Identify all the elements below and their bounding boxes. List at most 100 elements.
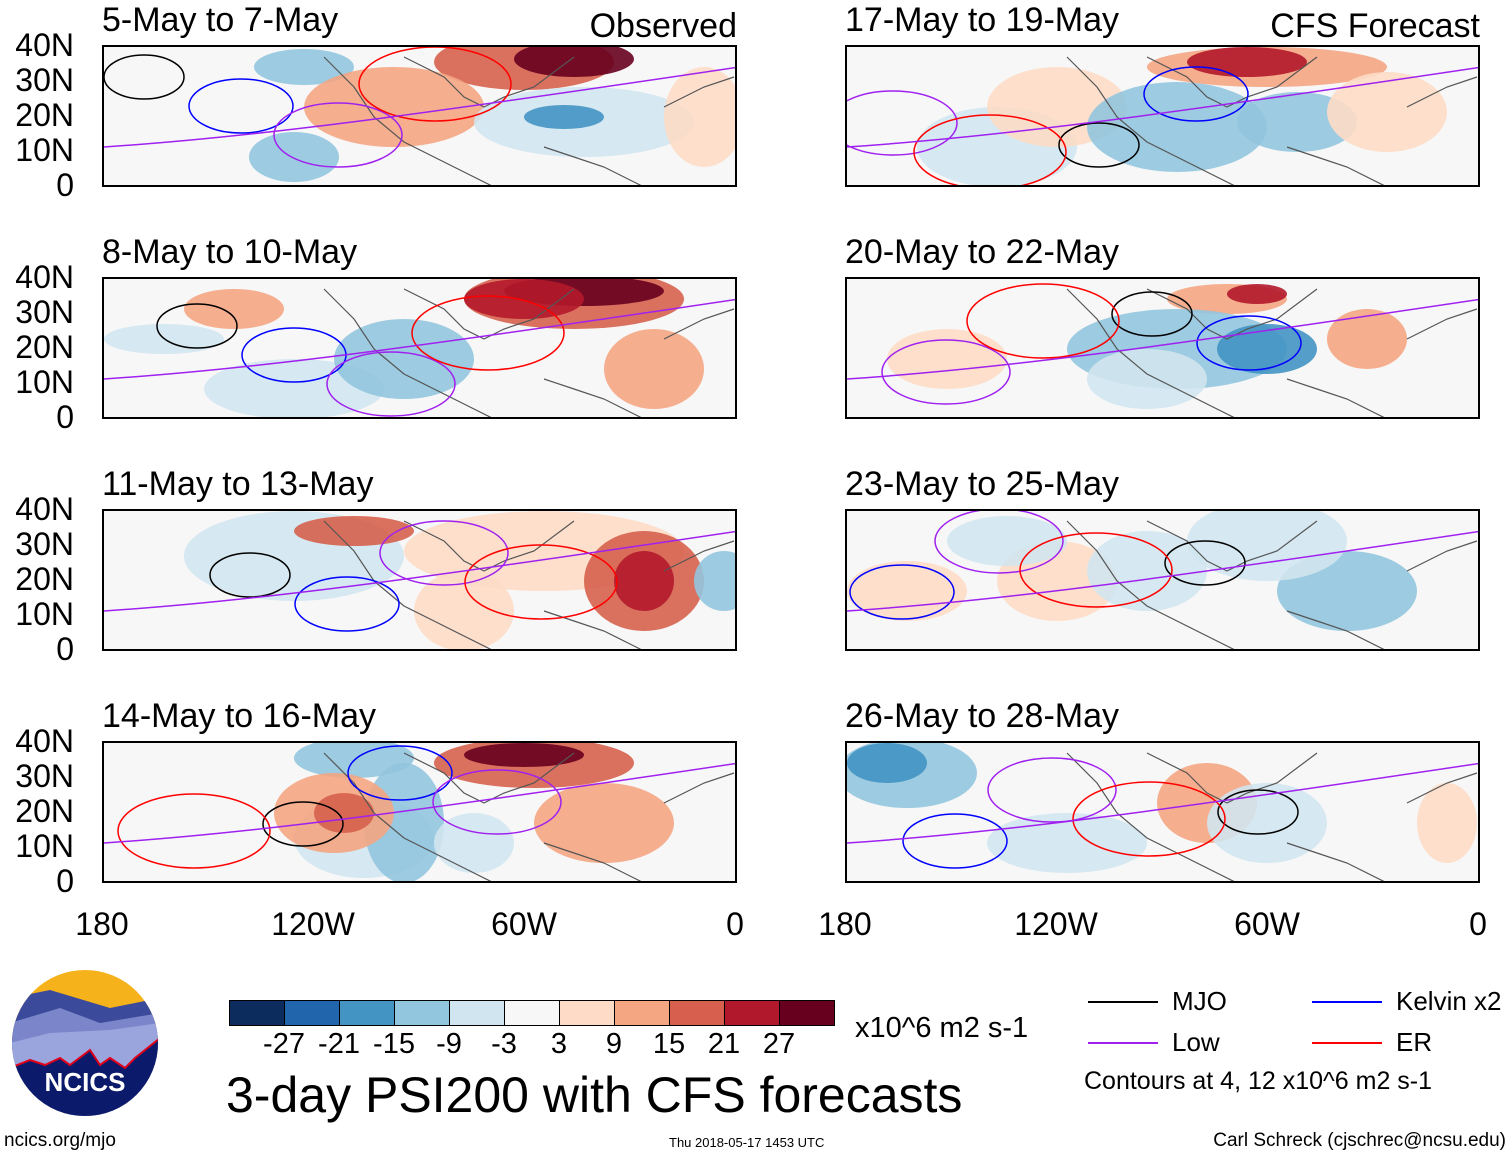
anomaly-shading — [464, 743, 584, 767]
anomaly-shading — [604, 329, 704, 409]
low-contour — [881, 339, 1011, 405]
colorbar-tick-label: 15 — [652, 1028, 686, 1060]
anomaly-shading — [887, 329, 1007, 389]
lat-tick-label: 30N — [15, 758, 74, 794]
lat-tick-label: 30N — [15, 526, 74, 562]
map-canvas — [847, 743, 1478, 881]
panel-title: 23-May to 25-May — [845, 465, 1119, 503]
anomaly-shading — [1327, 309, 1407, 369]
legend-line — [1088, 1042, 1158, 1044]
lat-tick-label: 0 — [56, 863, 74, 899]
panel-title: 14-May to 16-May — [102, 697, 376, 735]
anomaly-shading — [334, 319, 474, 399]
map-canvas — [847, 47, 1478, 185]
map-panel — [845, 509, 1480, 651]
anomaly-shading — [1207, 783, 1327, 863]
er-contour — [1072, 781, 1226, 857]
colorbar-swatch — [395, 1001, 450, 1025]
lat-tick-label: 40N — [15, 27, 74, 63]
anomaly-shading — [614, 551, 674, 611]
low-contour — [104, 298, 735, 380]
low-contour — [273, 102, 403, 168]
er-contour — [1019, 532, 1173, 608]
colorbar-tick-label: -9 — [436, 1028, 462, 1060]
colorbar-swatch — [670, 1001, 725, 1025]
panel-title: 11-May to 13-May — [102, 465, 374, 503]
lat-tick-label: 20N — [15, 793, 74, 829]
lat-tick-label: 10N — [15, 364, 74, 400]
low-contour — [326, 351, 456, 417]
colorbar-tick-label: 3 — [550, 1028, 568, 1060]
anomaly-shading — [249, 132, 339, 182]
lat-tick-label: 30N — [15, 62, 74, 98]
anomaly-shading — [514, 47, 634, 77]
colorbar-swatch — [615, 1001, 670, 1025]
legend-label: Kelvin x2 — [1396, 986, 1502, 1016]
mjo-contour — [262, 801, 344, 847]
lon-tick-label: 180 — [75, 906, 129, 942]
anomaly-shading — [1327, 72, 1447, 152]
figure-title: 3-day PSI200 with CFS forecasts — [226, 1067, 963, 1123]
colorbar-units: x10^6 m2 s-1 — [855, 1012, 1029, 1044]
footer-timestamp: Thu 2018-05-17 1453 UTC — [669, 1135, 825, 1150]
anomaly-shading — [664, 67, 735, 167]
colorbar-swatch — [340, 1001, 395, 1025]
lat-tick-label: 40N — [15, 259, 74, 295]
lat-tick-label: 20N — [15, 97, 74, 133]
lon-tick-label: 0 — [1469, 906, 1487, 942]
colorbar-tick-label: -27 — [263, 1028, 305, 1060]
panel-title: 5-May to 7-May — [102, 1, 339, 39]
map-panel — [845, 277, 1480, 419]
coastline — [1066, 288, 1478, 417]
lat-tick-label: 20N — [15, 329, 74, 365]
colorbar-tick-label: 21 — [707, 1028, 741, 1060]
mjo-contour — [209, 552, 291, 598]
er-contour — [411, 295, 565, 371]
lat-tick-label: 0 — [56, 399, 74, 435]
map-panel — [102, 45, 737, 187]
anomaly-shading — [314, 793, 374, 833]
lon-tick-label: 120W — [271, 906, 355, 942]
anomaly-shading — [534, 783, 674, 863]
anomaly-shading — [254, 49, 354, 85]
low-contour — [847, 298, 1478, 380]
footer-url: ncics.org/mjo — [4, 1130, 116, 1151]
lon-tick-label: 60W — [1234, 906, 1300, 942]
low-contour — [104, 66, 735, 148]
colorbar-swatch — [230, 1001, 285, 1025]
mjo-contour — [156, 303, 238, 349]
contour-note: Contours at 4, 12 x10^6 m2 s-1 — [1084, 1067, 1433, 1095]
anomaly-shading — [1087, 349, 1207, 409]
svg-text:NCICS: NCICS — [45, 1067, 126, 1097]
panel-title: 26-May to 28-May — [845, 697, 1119, 735]
anomaly-shading — [304, 67, 484, 147]
kelvin-contour — [902, 813, 1008, 869]
colorbar-swatch — [505, 1001, 560, 1025]
low-contour — [104, 762, 735, 844]
colorbar-swatch — [450, 1001, 505, 1025]
low-contour — [987, 757, 1117, 823]
panel-title: 20-May to 22-May — [845, 233, 1119, 271]
anomaly-shading — [987, 813, 1147, 873]
anomaly-shading — [1217, 324, 1317, 374]
lat-tick-label: 0 — [56, 631, 74, 667]
anomaly-shading — [847, 743, 927, 783]
anomaly-shading — [1187, 47, 1307, 77]
colorbar-swatch — [560, 1001, 615, 1025]
map-panel — [102, 509, 737, 651]
anomaly-shading — [524, 105, 604, 129]
map-canvas — [847, 283, 1478, 417]
lat-tick-label: 40N — [15, 491, 74, 527]
er-contour — [464, 544, 618, 620]
mjo-contour — [1164, 540, 1246, 586]
lat-tick-label: 10N — [15, 596, 74, 632]
colorbar-tick-label: 9 — [605, 1028, 623, 1060]
anomaly-shading — [1227, 284, 1287, 304]
mjo-contour — [1058, 122, 1140, 168]
lon-tick-label: 60W — [491, 906, 557, 942]
colorbar-tick-label: 27 — [762, 1028, 796, 1060]
kelvin-contour — [188, 78, 294, 134]
mjo-contour — [1111, 291, 1193, 337]
lat-tick-label: 10N — [15, 828, 74, 864]
